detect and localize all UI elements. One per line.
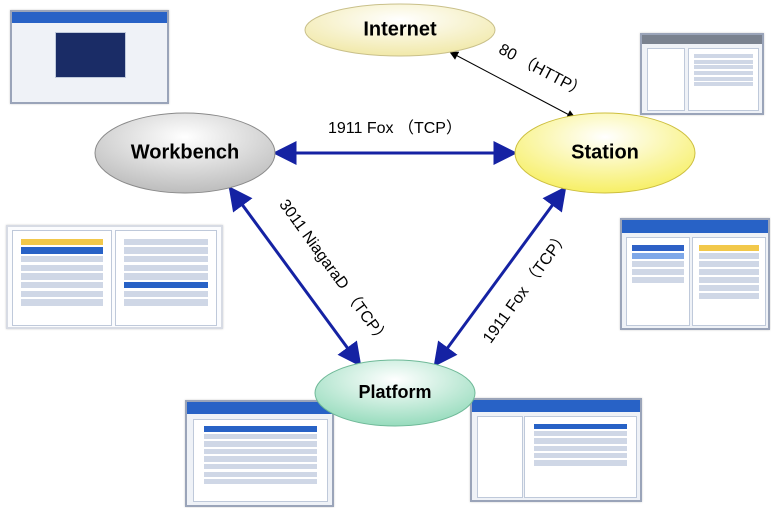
edge-workbench-station-label: 1911 Fox （TCP） (328, 119, 462, 137)
svg-text:Internet: Internet (363, 18, 437, 40)
svg-text:Platform: Platform (358, 382, 431, 402)
node-internet: Internet (305, 4, 495, 56)
svg-text:Workbench: Workbench (131, 141, 240, 163)
edge-internet-station-label: 80 （HTTP） (496, 40, 589, 101)
svg-text:Station: Station (571, 141, 639, 163)
node-station: Station (515, 113, 695, 193)
edge-station-platform (435, 188, 565, 365)
node-workbench: Workbench (95, 113, 275, 193)
diagram-canvas: 80 （HTTP） 1911 Fox （TCP） 3011 NiagaraD （… (0, 0, 771, 508)
node-platform: Platform (315, 360, 475, 426)
